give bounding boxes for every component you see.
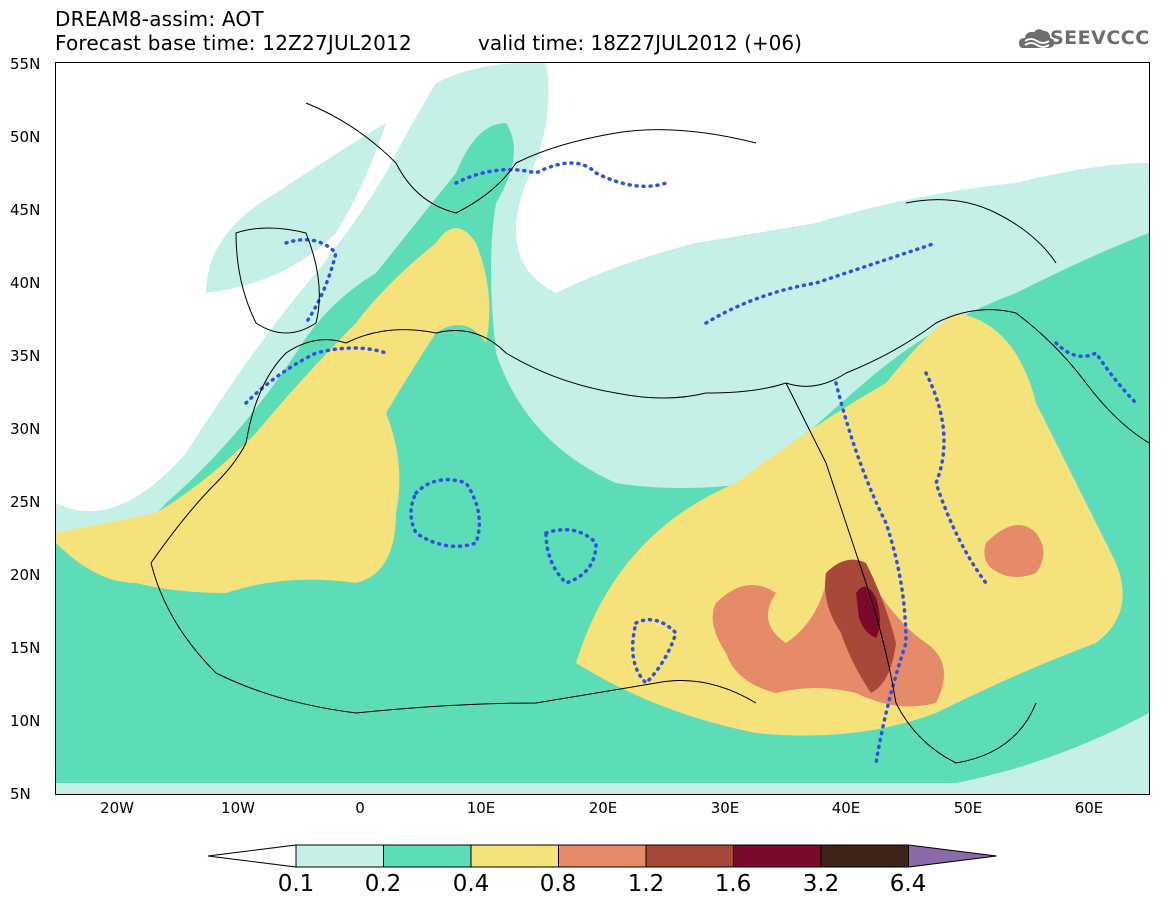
lat-label-10n: 10N [10, 712, 41, 730]
colorbar-label-3-2: 3.2 [802, 871, 840, 897]
colorbar-swatch [820, 844, 909, 868]
lat-label-20n: 20N [10, 566, 41, 584]
aot-contour-field [56, 63, 1149, 794]
coastlines [150, 102, 1149, 764]
colorbar-arrow-high [908, 844, 997, 868]
map-title: DREAM8-assim: AOT [55, 7, 264, 31]
lon-label-20e: 20E [588, 799, 618, 817]
aot-region-0-4-east [576, 313, 1123, 736]
lat-label-45n: 45N [10, 201, 41, 219]
colorbar-label-1-2: 1.2 [627, 871, 665, 897]
aot-region-0-4-west [56, 228, 490, 593]
lat-label-50n: 50N [10, 128, 41, 146]
forecast-base-time: Forecast base time: 12Z27JUL2012 [55, 31, 412, 55]
aot-region-1-2 [825, 559, 896, 693]
lat-label-35n: 35N [10, 347, 41, 365]
lon-label-10w: 10W [221, 799, 255, 817]
lat-label-25n: 25N [10, 493, 41, 511]
colorbar-swatch [733, 844, 822, 868]
lat-label-30n: 30N [10, 420, 41, 438]
colorbar-label-1-6: 1.6 [714, 871, 752, 897]
colorbar-label-0-2: 0.2 [364, 871, 402, 897]
colorbar-label-0-8: 0.8 [539, 871, 577, 897]
lon-label-30e: 30E [710, 799, 740, 817]
colorbar-label-0-1: 0.1 [277, 871, 315, 897]
colorbar-label-6-4: 6.4 [889, 871, 927, 897]
aot-region-0-1-west [206, 123, 386, 293]
logo-text: SEEVCCC [1050, 27, 1150, 49]
colorbar-swatch [295, 844, 384, 868]
aot-region-0-8-arabia [984, 525, 1044, 577]
aot-region-1-6 [856, 586, 880, 638]
colorbar-swatch [558, 844, 647, 868]
cloud-icon [1019, 29, 1055, 48]
colorbar-swatch [470, 844, 559, 868]
lat-label-40n: 40N [10, 274, 41, 292]
colorbar-swatch [645, 844, 734, 868]
lon-label-20w: 20W [100, 799, 134, 817]
lon-label-40e: 40E [831, 799, 861, 817]
colorbar-arrow-low [207, 844, 297, 868]
aot-dotted-contours [244, 161, 1138, 765]
aot-map [55, 62, 1150, 795]
lat-label-5n: 5N [10, 785, 31, 803]
colorbar-swatch [383, 844, 472, 868]
lat-label-55n: 55N [10, 55, 41, 73]
lat-label-15n: 15N [10, 639, 41, 657]
lon-label-10e: 10E [466, 799, 496, 817]
valid-time: valid time: 18Z27JUL2012 (+06) [478, 31, 802, 55]
lon-label-60e: 60E [1074, 799, 1104, 817]
colorbar-label-0-4: 0.4 [452, 871, 490, 897]
lon-label-0: 0 [355, 799, 365, 817]
lon-label-50e: 50E [953, 799, 983, 817]
